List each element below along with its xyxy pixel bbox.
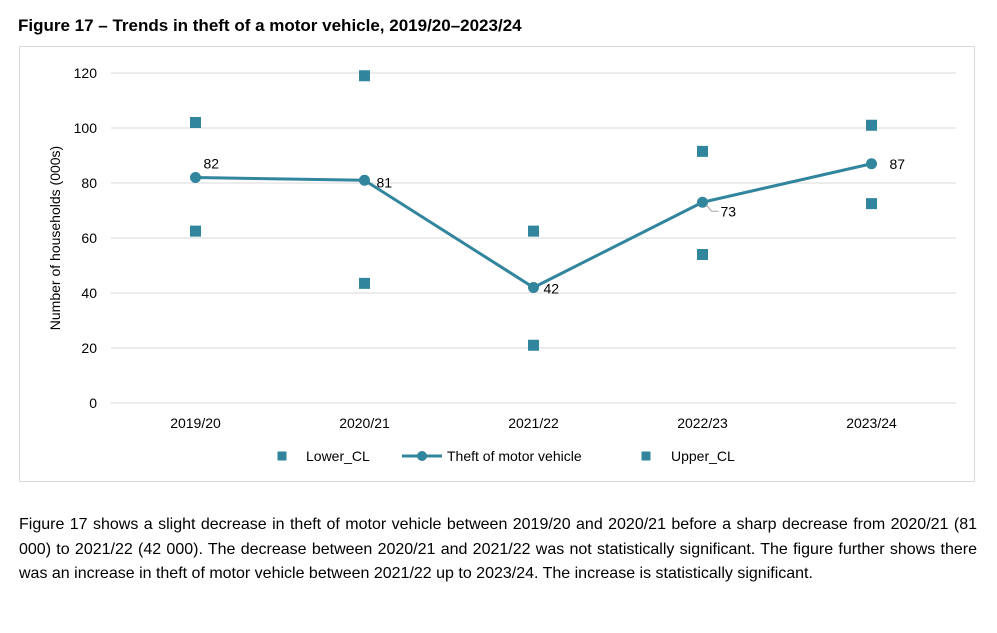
data-label: 87 bbox=[890, 156, 906, 172]
point-upper-cl bbox=[528, 225, 539, 237]
y-tick-label: 120 bbox=[74, 65, 98, 81]
point-upper-cl bbox=[866, 119, 877, 131]
legend-marker-square bbox=[277, 451, 287, 461]
figure-title: Figure 17 – Trends in theft of a motor v… bbox=[18, 16, 522, 35]
gridlines bbox=[111, 72, 956, 404]
y-tick-label: 80 bbox=[81, 175, 97, 191]
legend-label: Upper_CL bbox=[671, 448, 735, 464]
point-lower-cl bbox=[866, 198, 877, 210]
y-tick-labels: 0 20 40 60 80 100 120 bbox=[74, 65, 98, 411]
data-label: 73 bbox=[721, 203, 737, 219]
point-lower-cl bbox=[190, 225, 201, 237]
data-label-leader bbox=[706, 204, 719, 212]
point-theft bbox=[697, 196, 708, 208]
point-lower-cl bbox=[359, 277, 370, 289]
y-tick-label: 60 bbox=[81, 230, 97, 246]
legend-marker-circle bbox=[417, 451, 427, 461]
chart-area: 0 20 40 60 80 100 120 2019/20 2020/21 2021/22 202… bbox=[19, 46, 975, 482]
x-tick-label: 2019/20 bbox=[170, 415, 221, 431]
description-paragraph: Figure 17 shows a slight decrease in the… bbox=[19, 516, 977, 582]
point-lower-cl bbox=[528, 339, 539, 351]
point-upper-cl bbox=[697, 145, 708, 157]
point-theft bbox=[190, 172, 201, 183]
point-theft bbox=[359, 174, 370, 186]
x-tick-labels: 2019/20 2020/21 2021/22 2022/23 2023/24 bbox=[170, 415, 897, 431]
legend: Lower_CL Theft of motor vehicle Upper_CL bbox=[277, 448, 735, 464]
x-tick-label: 2021/22 bbox=[508, 415, 559, 431]
legend-label: Theft of motor vehicle bbox=[447, 448, 582, 464]
point-upper-cl bbox=[359, 70, 370, 82]
legend-label: Lower_CL bbox=[306, 448, 370, 464]
data-label: 81 bbox=[377, 174, 393, 190]
point-theft bbox=[866, 158, 877, 170]
chart-svg: 0 20 40 60 80 100 120 2019/20 2020/21 2021/22 202… bbox=[47, 65, 956, 464]
y-tick-label: 0 bbox=[89, 395, 97, 411]
y-tick-label: 40 bbox=[81, 285, 97, 301]
data-labels: 82 81 42 73 87 bbox=[204, 156, 906, 297]
legend-marker-square bbox=[641, 451, 651, 461]
data-label: 42 bbox=[544, 281, 560, 297]
data-label: 82 bbox=[204, 156, 220, 172]
x-tick-label: 2023/24 bbox=[846, 415, 897, 431]
point-lower-cl bbox=[697, 249, 708, 260]
y-tick-label: 20 bbox=[81, 340, 97, 356]
point-upper-cl bbox=[190, 117, 201, 128]
x-tick-label: 2022/23 bbox=[677, 415, 728, 431]
point-theft bbox=[528, 282, 539, 293]
y-tick-label: 100 bbox=[74, 120, 98, 136]
y-axis-label: Number of households (000s) bbox=[47, 146, 63, 330]
series-marks bbox=[190, 70, 877, 351]
x-tick-label: 2020/21 bbox=[339, 415, 390, 431]
